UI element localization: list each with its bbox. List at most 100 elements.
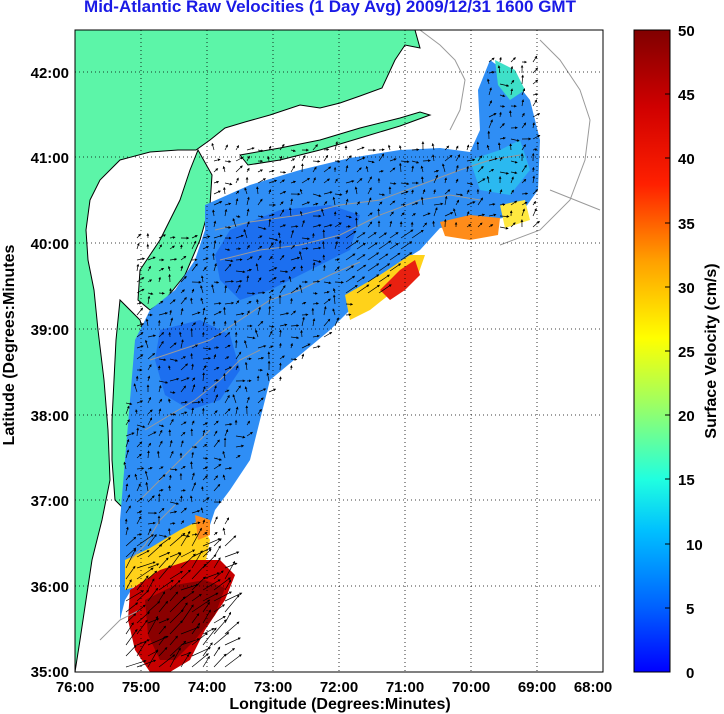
velocity-arrow	[147, 256, 156, 261]
y-tick: 36:00	[31, 579, 69, 596]
velocity-arrow	[323, 148, 330, 151]
velocity-arrow	[147, 265, 151, 272]
velocity-arrow	[367, 221, 373, 228]
velocity-arrow	[136, 331, 144, 338]
x-tick-labels: 76:00 75:00 74:00 73:00 72:00 71:00 70:0…	[56, 679, 612, 696]
velocity-arrow	[158, 474, 166, 481]
velocity-arrow	[510, 171, 518, 175]
velocity-arrow	[158, 276, 161, 283]
velocity-arrow	[202, 601, 210, 613]
velocity-arrow	[367, 274, 380, 283]
map-title: Mid-Atlantic Raw Velocities (1 Day Avg) …	[84, 0, 576, 16]
velocity-arrow	[136, 277, 145, 283]
velocity-arrow	[180, 653, 190, 668]
velocity-arrow	[290, 324, 300, 327]
velocity-arrow	[224, 389, 230, 393]
velocity-arrow	[169, 591, 179, 602]
velocity-arrow	[488, 203, 496, 206]
velocity-arrow	[298, 250, 303, 261]
velocity-arrow	[158, 635, 166, 646]
velocity-arrow	[235, 284, 241, 294]
velocity-arrow	[200, 285, 204, 294]
velocity-arrow	[224, 429, 229, 437]
velocity-arrow	[200, 275, 204, 283]
velocity-arrow	[422, 159, 431, 163]
velocity-arrow	[213, 557, 221, 569]
velocity-arrow	[389, 252, 401, 261]
velocity-arrow	[387, 144, 391, 151]
velocity-arrow	[301, 301, 307, 305]
velocity-arrow	[488, 188, 492, 195]
velocity-arrow	[136, 257, 146, 261]
velocity-arrow	[125, 536, 137, 547]
velocity-arrow	[191, 576, 206, 591]
velocity-arrow	[213, 234, 223, 239]
velocity-arrow	[411, 165, 415, 173]
velocity-arrow	[235, 444, 245, 448]
velocity-arrow	[224, 594, 240, 613]
velocity-arrow	[290, 287, 299, 294]
velocity-arrow	[202, 307, 206, 316]
velocity-arrow	[168, 365, 171, 371]
velocity-arrow	[256, 298, 259, 305]
velocity-arrow	[246, 301, 252, 305]
velocity-arrow	[180, 431, 186, 437]
colorbar-tick: 50	[678, 23, 695, 40]
velocity-arrow	[125, 494, 130, 503]
velocity-arrow	[421, 176, 424, 184]
velocity-arrow	[521, 164, 527, 173]
velocity-arrow	[455, 164, 459, 173]
velocity-arrow	[212, 252, 215, 261]
velocity-arrow	[400, 212, 405, 217]
velocity-arrow	[521, 178, 527, 184]
velocity-arrow	[202, 655, 210, 668]
velocity-arrow	[169, 377, 180, 382]
velocity-arrow	[224, 408, 231, 415]
velocity-arrow	[147, 649, 159, 668]
velocity-arrow	[510, 138, 520, 142]
x-tick: 71:00	[386, 679, 424, 696]
velocity-arrow	[235, 177, 239, 184]
velocity-arrow	[521, 208, 525, 217]
velocity-arrow	[136, 589, 150, 602]
velocity-arrow	[499, 171, 509, 175]
velocity-arrow	[301, 201, 311, 206]
velocity-arrow	[136, 263, 140, 272]
velocity-arrow	[158, 552, 171, 558]
velocity-arrow	[400, 229, 414, 239]
velocity-arrow	[246, 336, 256, 340]
velocity-arrow	[444, 145, 450, 151]
velocity-arrow	[125, 659, 147, 668]
velocity-arrow	[257, 235, 263, 239]
velocity-arrow	[190, 297, 193, 305]
velocity-arrow	[167, 265, 171, 272]
velocity-arrow	[125, 419, 130, 426]
velocity-arrow	[158, 244, 162, 250]
velocity-arrow	[224, 637, 241, 646]
velocity-arrow	[136, 323, 145, 327]
velocity-arrow	[180, 553, 196, 569]
velocity-arrow	[367, 212, 373, 217]
velocity-arrow	[420, 196, 424, 206]
velocity-arrow	[169, 299, 176, 305]
velocity-arrow	[224, 560, 236, 580]
velocity-arrow	[211, 142, 215, 151]
velocity-arrow	[213, 346, 220, 350]
velocity-arrow	[268, 189, 272, 195]
velocity-arrow	[323, 166, 332, 173]
velocity-arrow	[202, 347, 212, 351]
velocity-arrow	[477, 197, 483, 206]
velocity-arrow	[169, 236, 176, 239]
velocity-arrow	[256, 186, 259, 195]
velocity-arrow	[235, 351, 242, 360]
velocity-arrow	[301, 343, 311, 349]
velocity-arrow	[224, 654, 242, 668]
velocity-arrow	[202, 592, 219, 602]
velocity-arrow	[224, 466, 233, 470]
velocity-arrow	[147, 352, 156, 360]
velocity-arrow	[509, 110, 512, 118]
velocity-arrow	[332, 294, 336, 305]
velocity-arrow	[290, 225, 299, 228]
velocity-arrow	[235, 312, 245, 316]
